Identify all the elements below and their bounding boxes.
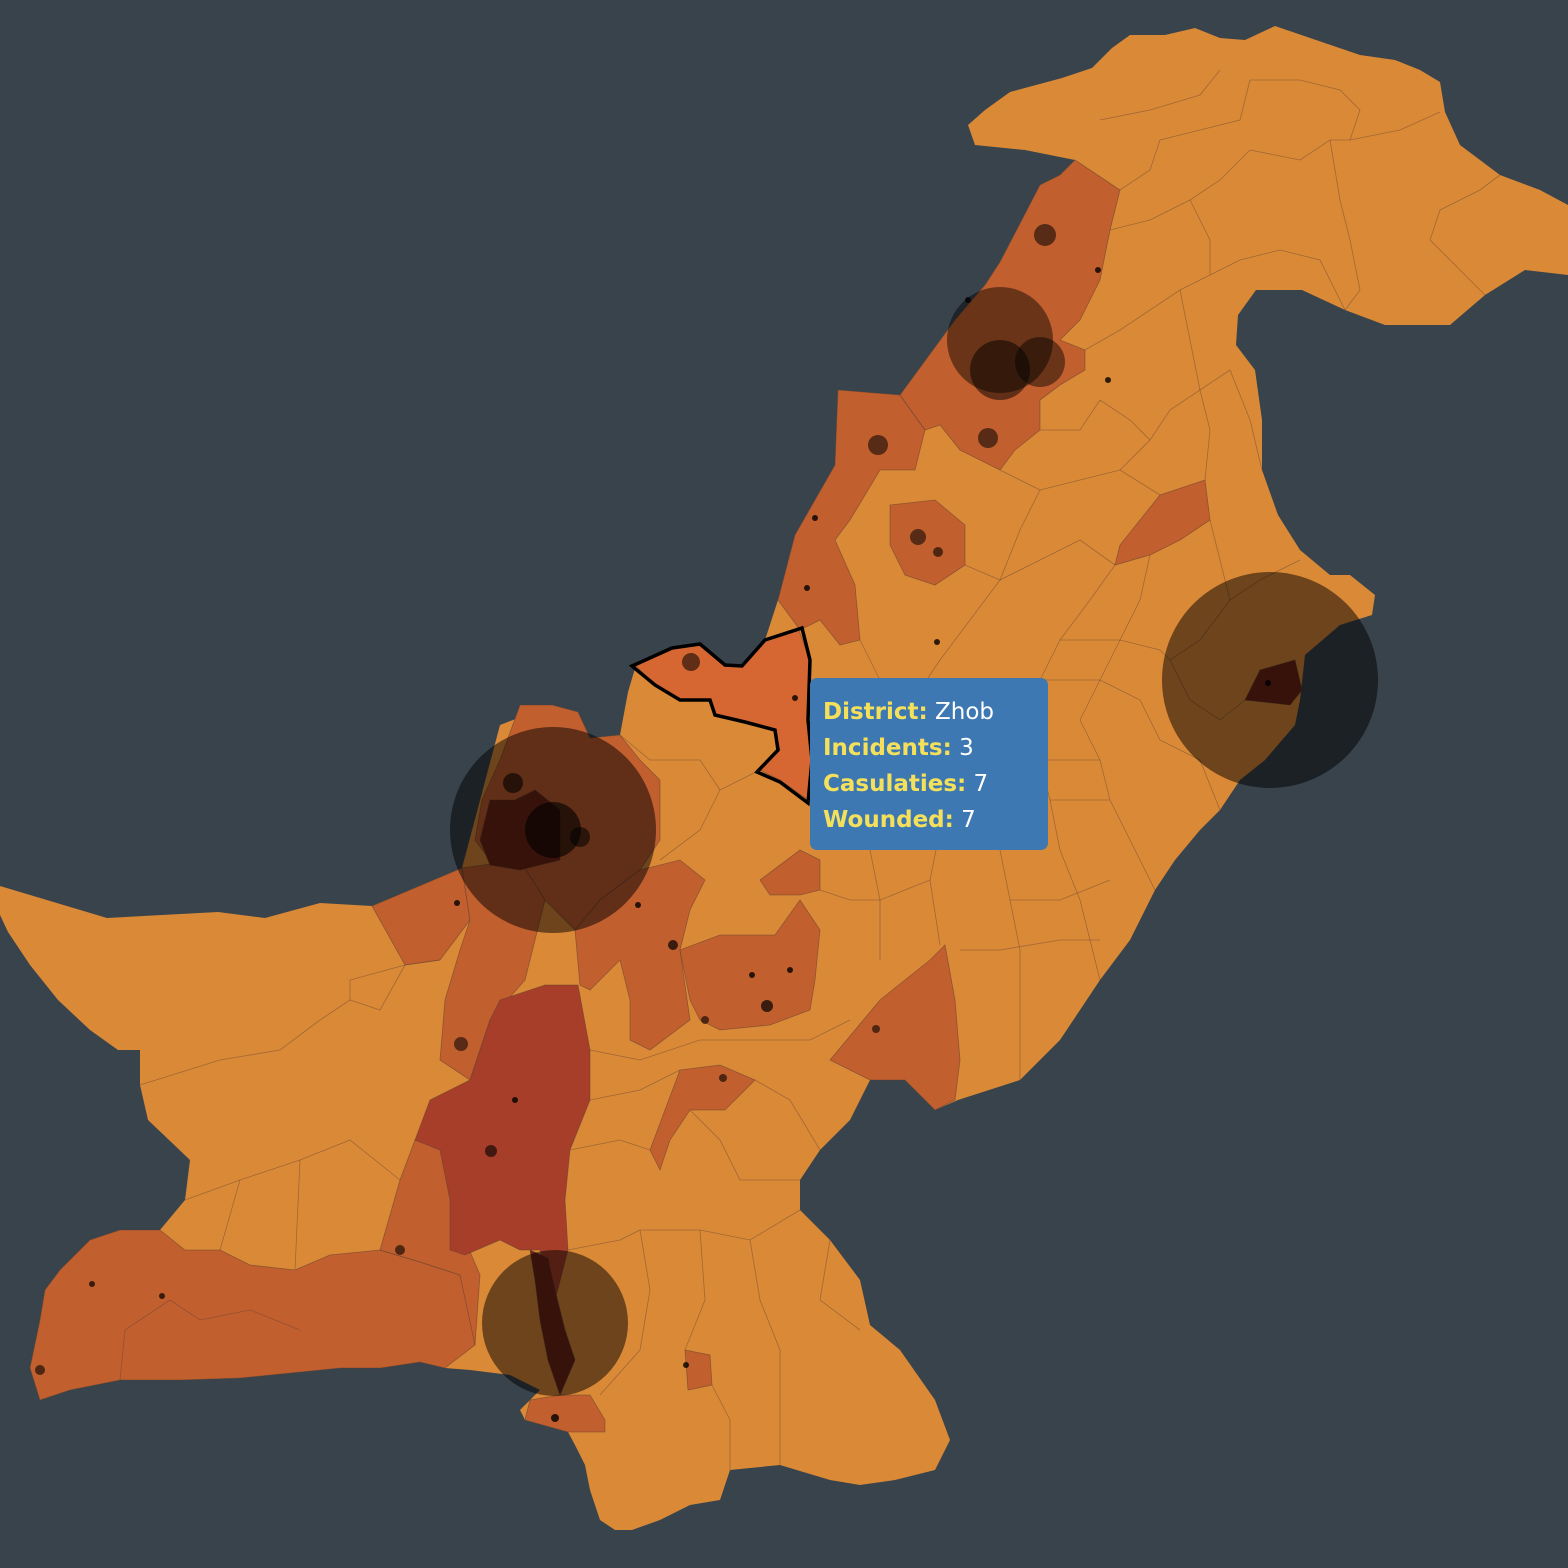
- incident-dot: [1105, 377, 1111, 383]
- district-swat-region: [899, 159, 1121, 471]
- incident-markers: [35, 224, 1378, 1422]
- incident-bubble-quetta-inner: [525, 802, 581, 858]
- tooltip-incidents-value: 3: [959, 735, 974, 761]
- incident-dot: [454, 900, 460, 906]
- incident-dot: [868, 435, 888, 455]
- incident-dot: [570, 827, 590, 847]
- district-loralai: [759, 849, 821, 896]
- incident-dot: [512, 1097, 518, 1103]
- incident-dot: [454, 1037, 468, 1051]
- incident-dot: [551, 1414, 559, 1422]
- district-kp-west: [777, 389, 926, 646]
- district-kohat-bannu: [889, 499, 966, 586]
- incident-dot: [683, 1362, 689, 1368]
- incident-dot: [812, 515, 818, 521]
- tooltip-row-wounded: Wounded: 7: [823, 802, 1036, 838]
- incident-dot: [159, 1293, 165, 1299]
- tooltip-casualties-value: 7: [973, 771, 989, 797]
- tooltip-incidents-label: Incidents:: [823, 735, 952, 761]
- district-tooltip: District: Zhob Incidents: 3 Casulaties: …: [810, 678, 1048, 850]
- tooltip-row-district: District: Zhob: [823, 694, 1036, 730]
- incident-dot: [668, 940, 678, 950]
- incident-dot: [910, 529, 926, 545]
- incident-dot: [749, 972, 755, 978]
- incident-dot: [804, 585, 810, 591]
- tooltip-district-label: District:: [823, 699, 928, 725]
- incident-dot: [395, 1245, 405, 1255]
- incident-dot: [635, 902, 641, 908]
- district-chakwal: [1114, 479, 1211, 566]
- district-khuzdar: [414, 984, 591, 1302]
- incident-dot: [761, 1000, 773, 1012]
- tooltip-district-value: Zhob: [935, 699, 995, 725]
- incident-bubble-peshawar-2: [970, 340, 1030, 400]
- district-karachi: [524, 1394, 606, 1433]
- incident-dot: [934, 639, 940, 645]
- tooltip-wounded-value: 7: [961, 807, 976, 833]
- incident-dot: [978, 428, 998, 448]
- incident-dot: [965, 297, 971, 303]
- incident-dot: [89, 1281, 95, 1287]
- district-dg-khan: [829, 944, 961, 1111]
- incident-bubble-peshawar-3: [1015, 337, 1065, 387]
- incident-dot: [485, 1145, 497, 1157]
- incident-dot: [1034, 224, 1056, 246]
- incident-dot: [792, 695, 798, 701]
- incident-dot: [872, 1025, 880, 1033]
- incident-dot: [682, 653, 700, 671]
- incident-dot: [1265, 680, 1271, 686]
- incident-dot: [933, 547, 943, 557]
- district-borders: [119, 69, 1501, 1470]
- tooltip-row-casualties: Casulaties: 7: [823, 766, 1036, 802]
- tooltip-row-incidents: Incidents: 3: [823, 730, 1036, 766]
- tooltip-wounded-label: Wounded:: [823, 807, 954, 833]
- incident-dot: [1095, 267, 1101, 273]
- district-thatta-pocket: [684, 1349, 713, 1391]
- district-chagai-south: [371, 867, 471, 966]
- district-jhal-magsi: [649, 1064, 756, 1172]
- incident-dot: [719, 1074, 727, 1082]
- incident-dot: [701, 1016, 709, 1024]
- district-zhob-outline[interactable]: [628, 625, 814, 807]
- incident-bubble-lasbela: [482, 1250, 628, 1396]
- incident-bubble-lahore: [1162, 572, 1378, 788]
- incident-dot: [503, 773, 523, 793]
- tooltip-casualties-label: Casulaties:: [823, 771, 967, 797]
- incident-dot: [35, 1365, 45, 1375]
- incident-dot: [787, 967, 793, 973]
- district-nasirabad: [679, 899, 821, 1031]
